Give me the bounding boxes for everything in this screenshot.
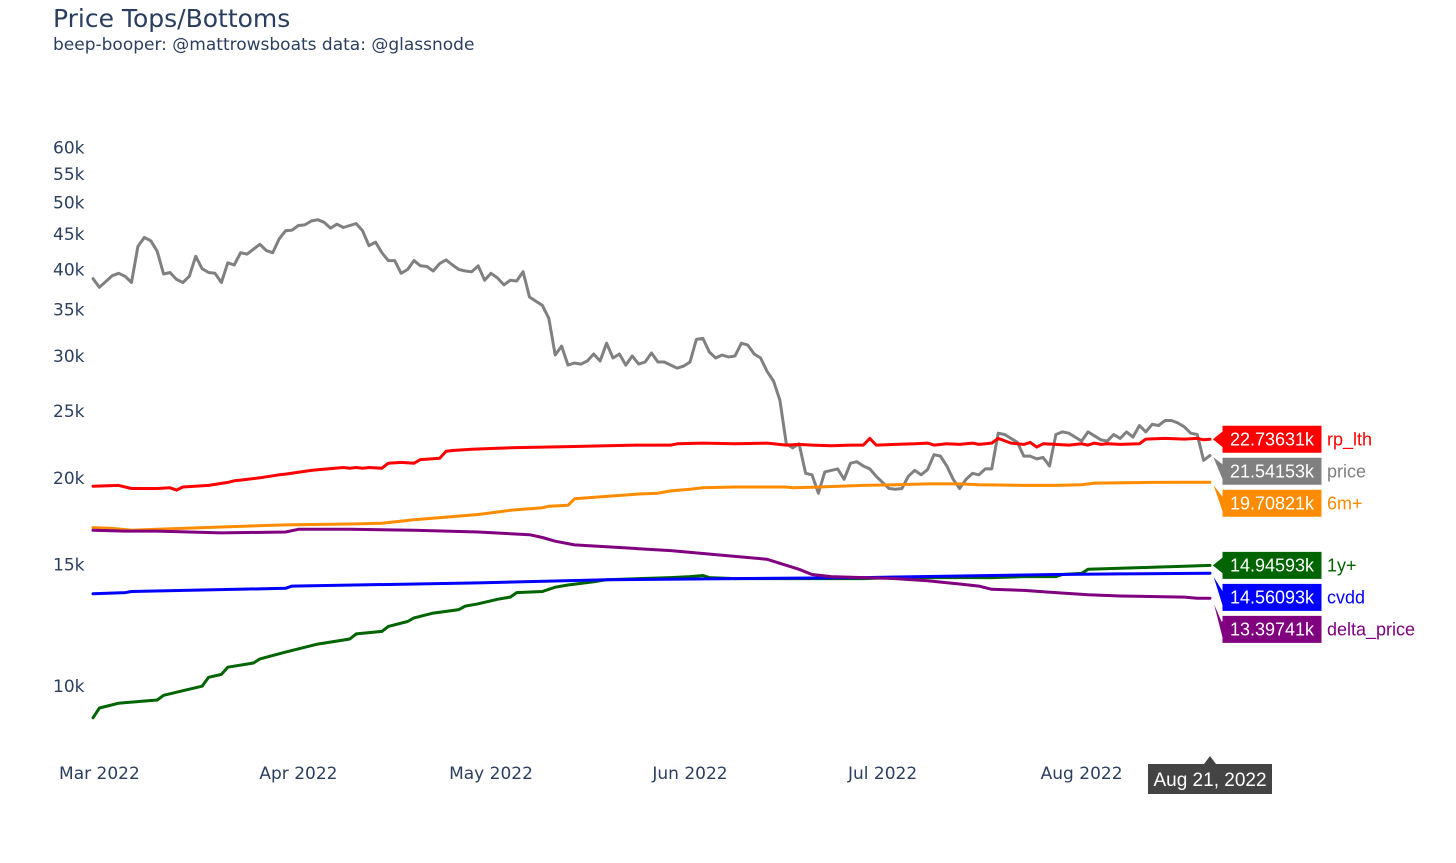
series-value-flags: 22.73631k rp_lth 21.54153k price 19.70821k 6m…	[1210, 424, 1415, 644]
series-line-price[interactable]	[91, 218, 1212, 495]
value-flag-box	[1210, 453, 1323, 486]
y-tick-label: 35k	[53, 301, 85, 321]
value-flag-1y-: 14.94593k 1y+	[1211, 550, 1357, 580]
y-tick-label: 55k	[53, 165, 85, 185]
value-flag-delta-price: 13.39741k delta_price	[1211, 598, 1415, 644]
series-line-rp-lth[interactable]	[91, 436, 1212, 492]
x-tick-label: May 2022	[449, 764, 533, 784]
x-tick-label: Apr 2022	[259, 764, 337, 784]
value-flag-box	[1211, 481, 1323, 518]
x-tick-label: Aug 2022	[1041, 764, 1123, 784]
value-flag-text: 13.39741k	[1230, 619, 1315, 639]
series-name-label: 1y+	[1327, 555, 1357, 575]
value-flag-cvdd: 14.56093k cvdd	[1211, 572, 1365, 612]
value-flag-text: 14.56093k	[1230, 587, 1315, 607]
value-flag-text: 21.54153k	[1230, 461, 1315, 481]
chart-subtitle: beep-booper: @mattrowsboats data: @glass…	[53, 35, 475, 55]
series-name-label: price	[1327, 461, 1366, 481]
series-name-label: 6m+	[1327, 493, 1363, 513]
series-name-label: cvdd	[1327, 587, 1365, 607]
y-tick-label: 10k	[53, 677, 85, 697]
hover-date-label: Aug 21, 2022	[1148, 756, 1272, 794]
y-tick-label: 60k	[53, 139, 85, 159]
hover-box	[1148, 764, 1272, 794]
x-tick-label: Mar 2022	[59, 764, 140, 784]
y-tick-label: 25k	[53, 402, 85, 422]
series-line-6m-[interactable]	[91, 480, 1212, 532]
value-flag-text: 22.73631k	[1230, 429, 1315, 449]
hover-date-text: Aug 21, 2022	[1153, 770, 1266, 791]
series-name-label: rp_lth	[1327, 429, 1372, 450]
y-tick-label: 50k	[53, 193, 85, 213]
value-flag-text: 19.70821k	[1230, 493, 1315, 513]
series-name-label: delta_price	[1327, 619, 1415, 640]
y-axis: 60k 55k 50k 45k 40k 35k 30k 25k 20k 15k 10k	[53, 139, 85, 698]
value-flag-price: 21.54153k price	[1210, 453, 1366, 486]
value-flag-box	[1211, 550, 1323, 580]
value-flag-box	[1211, 572, 1323, 612]
y-tick-label: 20k	[53, 469, 85, 489]
y-tick-label: 45k	[53, 225, 85, 245]
series-lines	[91, 218, 1212, 720]
y-tick-label: 15k	[53, 555, 85, 575]
value-flag-box	[1211, 598, 1323, 644]
series-line-cvdd[interactable]	[91, 571, 1212, 596]
value-flag-6m-: 19.70821k 6m+	[1211, 481, 1363, 518]
y-tick-label: 30k	[53, 347, 85, 367]
value-flag-rp-lth: 22.73631k rp_lth	[1211, 424, 1372, 454]
series-line-1y-[interactable]	[91, 563, 1212, 720]
chart-title: Price Tops/Bottoms	[53, 4, 291, 33]
x-axis: Mar 2022 Apr 2022 May 2022 Jun 2022 Jul 2022…	[59, 764, 1123, 784]
series-line-delta-price[interactable]	[91, 527, 1212, 600]
x-tick-label: Jun 2022	[651, 764, 727, 784]
hover-pointer	[1204, 756, 1216, 764]
y-tick-label: 40k	[53, 260, 85, 280]
value-flag-text: 14.94593k	[1230, 555, 1315, 575]
value-flag-box	[1211, 424, 1323, 454]
x-tick-label: Jul 2022	[847, 764, 917, 784]
